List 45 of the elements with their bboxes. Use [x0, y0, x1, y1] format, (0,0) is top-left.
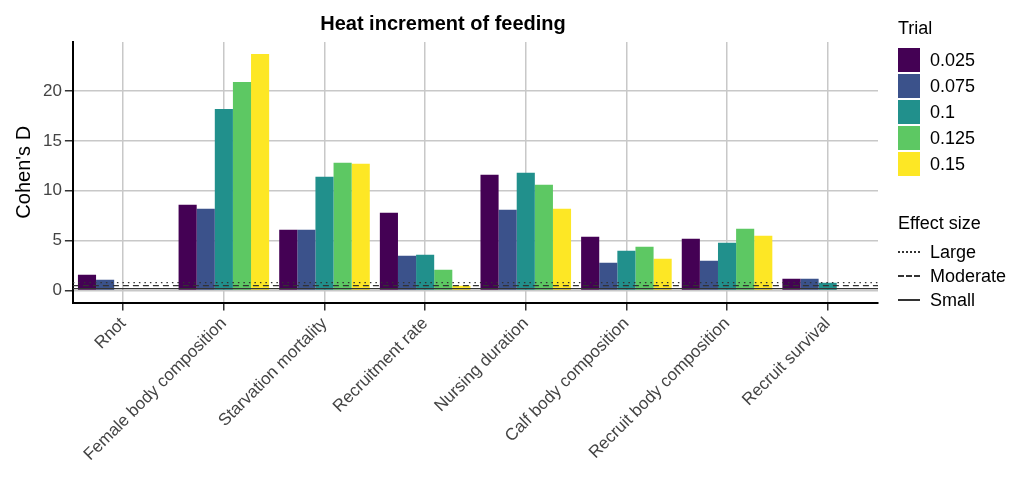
bar — [736, 228, 755, 290]
bar — [333, 162, 352, 290]
bar — [635, 246, 654, 290]
y-axis-title: Cohen's D — [11, 125, 34, 219]
legend-title: Trial — [898, 18, 934, 39]
bar — [754, 235, 773, 290]
bar — [397, 255, 417, 290]
bar — [379, 212, 398, 290]
bar — [279, 229, 298, 290]
bar — [196, 208, 215, 290]
legend-label: 0.025 — [930, 49, 976, 71]
y-tick-label: 15 — [42, 130, 62, 150]
bar — [178, 204, 197, 290]
bar — [717, 242, 737, 290]
y-tick-label: 20 — [42, 80, 62, 100]
bar — [214, 108, 233, 290]
ref-line-label: Moderate — [930, 265, 1007, 287]
bar — [351, 163, 370, 290]
y-tick-label: 10 — [42, 180, 62, 200]
bar — [699, 260, 718, 290]
chart-title: Heat increment of feeding — [320, 11, 566, 34]
bar — [498, 209, 517, 290]
legend-label: Large — [930, 241, 977, 263]
bar — [297, 229, 316, 290]
text: Effect size — [898, 213, 982, 234]
legend-label: 0.1 — [930, 101, 956, 123]
legend-label: 0.125 — [930, 127, 976, 149]
y-tick-label: 0 — [52, 280, 62, 300]
bar — [480, 174, 499, 290]
bar — [599, 262, 618, 290]
ref-line-label: Small — [930, 289, 976, 311]
bar — [681, 238, 700, 290]
bar — [653, 258, 672, 290]
bar — [315, 176, 334, 290]
legend-label: 0.15 — [930, 153, 966, 175]
bar — [552, 208, 572, 290]
bar — [617, 250, 636, 290]
bar — [416, 254, 435, 290]
bar — [232, 81, 252, 290]
legend-label: 0.075 — [930, 75, 976, 97]
bar — [516, 172, 535, 290]
bar — [251, 53, 270, 290]
bar — [534, 184, 553, 290]
y-tick-label: 5 — [52, 230, 62, 250]
bar — [581, 236, 600, 290]
